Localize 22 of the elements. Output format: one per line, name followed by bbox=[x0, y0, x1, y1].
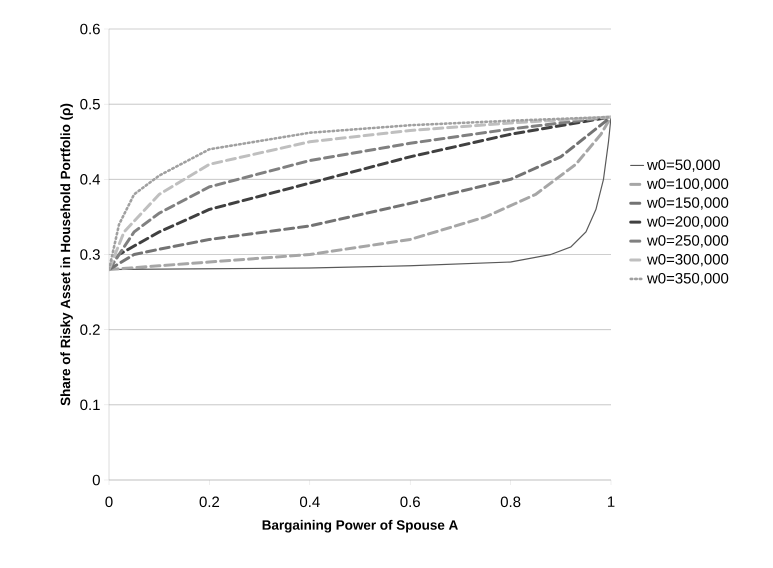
y-tick-label: 0 bbox=[92, 474, 100, 486]
y-axis-title: Share of Risky Asset in Household Portfolio (ρ) bbox=[60, 104, 73, 406]
y-tick-label: 0.5 bbox=[80, 98, 100, 110]
y-tick-label: 0.1 bbox=[80, 400, 100, 410]
y-tick-label: 0.6 bbox=[80, 24, 100, 34]
x-tick-label: 0.8 bbox=[500, 496, 520, 508]
x-tick-label: 0 bbox=[105, 496, 113, 508]
legend-label: w0=150,000 bbox=[646, 197, 728, 210]
legend-label: w0=250,000 bbox=[646, 235, 728, 248]
x-tick-label: 0.6 bbox=[400, 496, 420, 508]
x-axis-title: Bargaining Power of Spouse A bbox=[262, 520, 458, 533]
y-tick-label: 0.3 bbox=[80, 249, 100, 260]
y-tick-label: 0.4 bbox=[80, 174, 100, 185]
legend-label: w0=50,000 bbox=[646, 159, 720, 172]
x-tick-label: 0.4 bbox=[300, 496, 320, 508]
legend-label: w0=100,000 bbox=[646, 178, 728, 191]
legend-label: w0=350,000 bbox=[646, 272, 728, 286]
legend-label: w0=200,000 bbox=[646, 216, 728, 229]
x-tick-label: 1 bbox=[608, 496, 614, 507]
legend-label: w0=300,000 bbox=[646, 254, 728, 266]
x-tick-label: 0.2 bbox=[200, 496, 220, 508]
y-tick-label: 0.2 bbox=[80, 324, 100, 335]
